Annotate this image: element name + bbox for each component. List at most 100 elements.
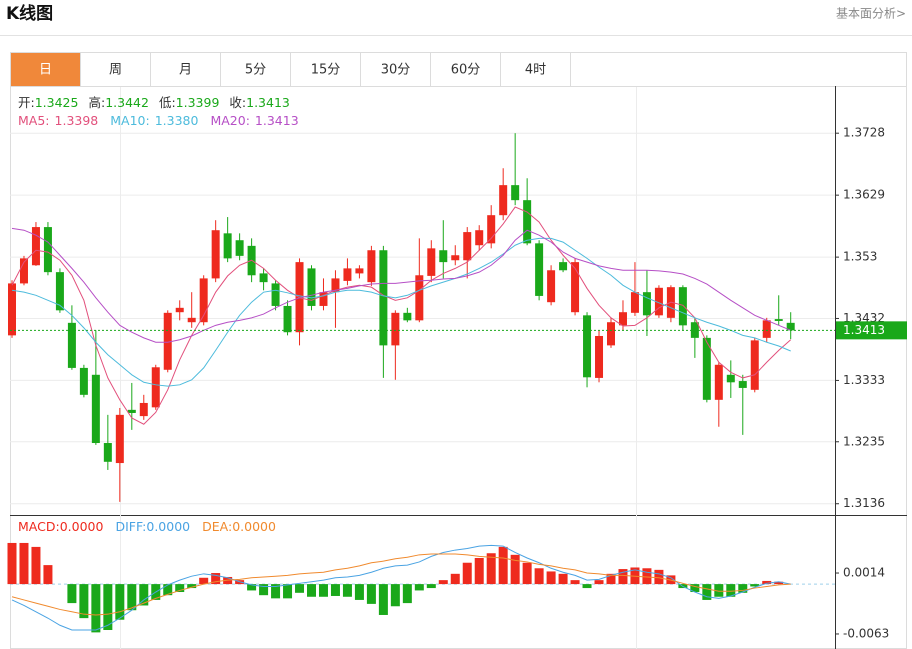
candle-body — [331, 278, 340, 293]
candle-body — [43, 227, 52, 273]
ma-line — [11, 237, 791, 387]
candle-body — [654, 287, 663, 316]
macd-bar — [474, 557, 484, 585]
tab-label[interactable]: 5分 — [245, 63, 266, 78]
last-price-label: 1.3413 — [843, 323, 885, 337]
ma-line — [11, 206, 792, 425]
legend-value: 1.3380 — [155, 113, 199, 128]
macd-bar — [534, 568, 544, 585]
candle-body — [127, 409, 136, 413]
legend-name: MA10: — [110, 113, 149, 128]
macd-bar — [750, 584, 760, 587]
macd-bar — [402, 584, 412, 604]
tab-label[interactable]: 周 — [109, 63, 122, 78]
info-value: 1.3442 — [105, 95, 149, 110]
candle-body — [367, 250, 376, 283]
tab[interactable]: 60分 — [430, 52, 501, 87]
tab-box[interactable] — [360, 52, 431, 87]
tab-box[interactable] — [290, 52, 361, 87]
tab[interactable]: 5分 — [220, 52, 291, 87]
tab-box[interactable] — [500, 52, 571, 87]
tab[interactable]: 周 — [80, 52, 151, 87]
candle-body — [475, 230, 484, 246]
info-value: 1.3425 — [35, 95, 79, 110]
candle-body — [786, 322, 795, 331]
macd-bar — [390, 584, 400, 607]
candle-body — [726, 374, 735, 383]
tab[interactable]: 30分 — [360, 52, 431, 87]
tab-label[interactable]: 15分 — [311, 63, 341, 78]
macd-bar — [139, 584, 149, 606]
macd-bar — [714, 584, 724, 597]
macd-bar — [31, 546, 41, 585]
last-price-box — [836, 321, 907, 340]
candle-body — [618, 312, 627, 326]
tab-box[interactable] — [430, 52, 501, 87]
macd-bar — [175, 584, 185, 593]
candle-body — [8, 283, 16, 336]
candle-body — [642, 292, 651, 316]
macd-bar — [103, 584, 113, 631]
macd-bar — [19, 542, 29, 585]
tab-box[interactable] — [220, 52, 291, 87]
info-value: 1.3413 — [246, 95, 290, 110]
legend-name: MA20: — [210, 113, 249, 128]
macd-bar — [259, 584, 269, 596]
macd-bar — [330, 584, 340, 596]
tab[interactable]: 日 — [10, 52, 81, 87]
candle-body — [499, 185, 508, 216]
y-tick-label: 1.353 — [843, 250, 877, 264]
macd-bar — [594, 580, 604, 585]
candle-body — [271, 283, 280, 306]
tab-label[interactable]: 月 — [179, 63, 192, 78]
tab-label[interactable]: 60分 — [451, 63, 481, 78]
macd-bar — [462, 562, 472, 585]
candle-body — [235, 240, 244, 256]
macd-bar — [426, 584, 436, 589]
macd-bar — [570, 580, 580, 585]
macd-bar — [522, 562, 532, 585]
candle-body — [31, 227, 40, 266]
macd-bar — [127, 584, 137, 611]
macd-bar — [378, 584, 388, 615]
macd-bar — [438, 580, 448, 585]
tab-label[interactable]: 日 — [39, 63, 52, 78]
macd-bar — [774, 581, 784, 585]
macd-bar — [91, 584, 101, 633]
widget-frame — [10, 52, 907, 649]
candle-body — [547, 270, 556, 303]
macd-bar — [558, 573, 568, 585]
macd-bar — [115, 584, 125, 620]
macd-bar — [7, 542, 17, 585]
analysis-link[interactable]: 基本面分析> — [836, 7, 906, 21]
candle-body — [79, 367, 88, 395]
candle-body — [187, 317, 196, 323]
legend-name: MACD: — [18, 519, 60, 534]
tab[interactable]: 月 — [150, 52, 221, 87]
tab-label[interactable]: 30分 — [381, 63, 411, 78]
legend-value: 1.3398 — [55, 113, 99, 128]
candle-body — [535, 243, 544, 296]
tab[interactable]: 4时 — [500, 52, 571, 87]
tab-label[interactable]: 4时 — [525, 63, 546, 78]
candle-body — [451, 255, 460, 261]
macd-bar — [318, 584, 328, 597]
tab-box[interactable] — [10, 52, 81, 87]
y-tick-label: 1.3235 — [843, 434, 885, 448]
candle-body — [391, 312, 400, 346]
macd-bar — [642, 568, 652, 585]
candle-body — [55, 272, 64, 311]
y-tick-label: 1.3629 — [843, 188, 885, 202]
candle-body — [738, 381, 747, 388]
candle-body — [439, 250, 448, 263]
candle-body — [427, 248, 436, 276]
macd-bar — [271, 584, 281, 599]
candle-body — [115, 414, 124, 464]
candle-body — [199, 278, 208, 323]
candle-body — [607, 322, 615, 346]
macd-bar — [79, 584, 89, 619]
tab[interactable]: 15分 — [290, 52, 361, 87]
macd-bar — [199, 577, 209, 585]
candle-body — [595, 335, 604, 378]
candle-body — [343, 268, 352, 281]
